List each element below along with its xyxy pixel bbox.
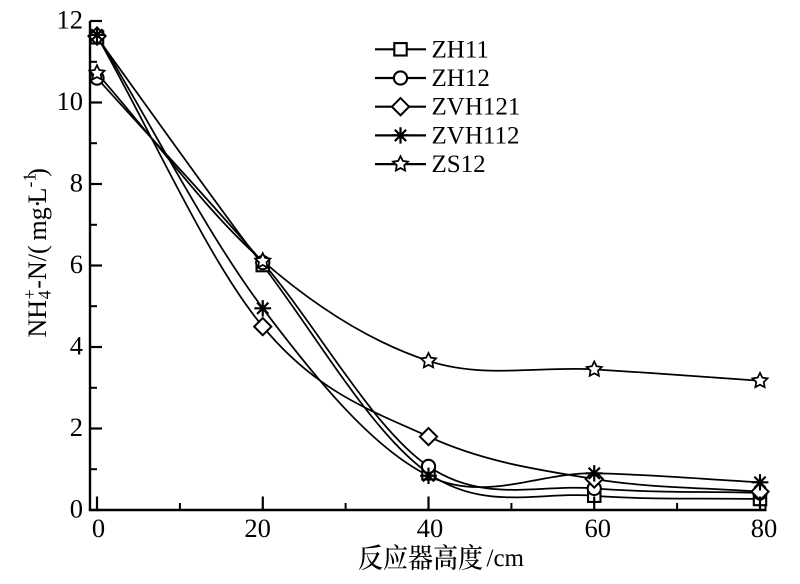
svg-text:NH: NH xyxy=(23,300,52,338)
svg-text:10: 10 xyxy=(57,86,84,116)
svg-text:0: 0 xyxy=(70,494,83,524)
svg-text:mg: mg xyxy=(23,207,52,240)
svg-text:0: 0 xyxy=(92,513,105,543)
svg-text:ZVH121: ZVH121 xyxy=(432,94,521,121)
svg-text:/cm: /cm xyxy=(487,545,525,572)
svg-text:60: 60 xyxy=(585,513,612,543)
svg-text:+: + xyxy=(20,289,40,299)
svg-text:8: 8 xyxy=(70,168,83,198)
svg-text:-1: -1 xyxy=(20,173,40,188)
svg-text:·: · xyxy=(23,199,52,208)
svg-text:12: 12 xyxy=(57,5,84,35)
svg-text:2: 2 xyxy=(70,412,83,442)
svg-text:20: 20 xyxy=(244,513,271,543)
svg-text:4: 4 xyxy=(70,331,83,361)
svg-text:6: 6 xyxy=(70,249,83,279)
svg-text:80: 80 xyxy=(751,513,778,543)
svg-text:-N/(: -N/( xyxy=(23,245,52,288)
svg-text:L: L xyxy=(23,188,52,204)
svg-text:ZH11: ZH11 xyxy=(432,36,489,63)
svg-text:4: 4 xyxy=(35,290,55,299)
svg-text:): ) xyxy=(23,168,52,177)
svg-text:40: 40 xyxy=(417,513,444,543)
svg-text:ZVH112: ZVH112 xyxy=(432,122,520,149)
svg-text:ZH12: ZH12 xyxy=(432,65,490,92)
svg-text:ZS12: ZS12 xyxy=(432,151,486,178)
